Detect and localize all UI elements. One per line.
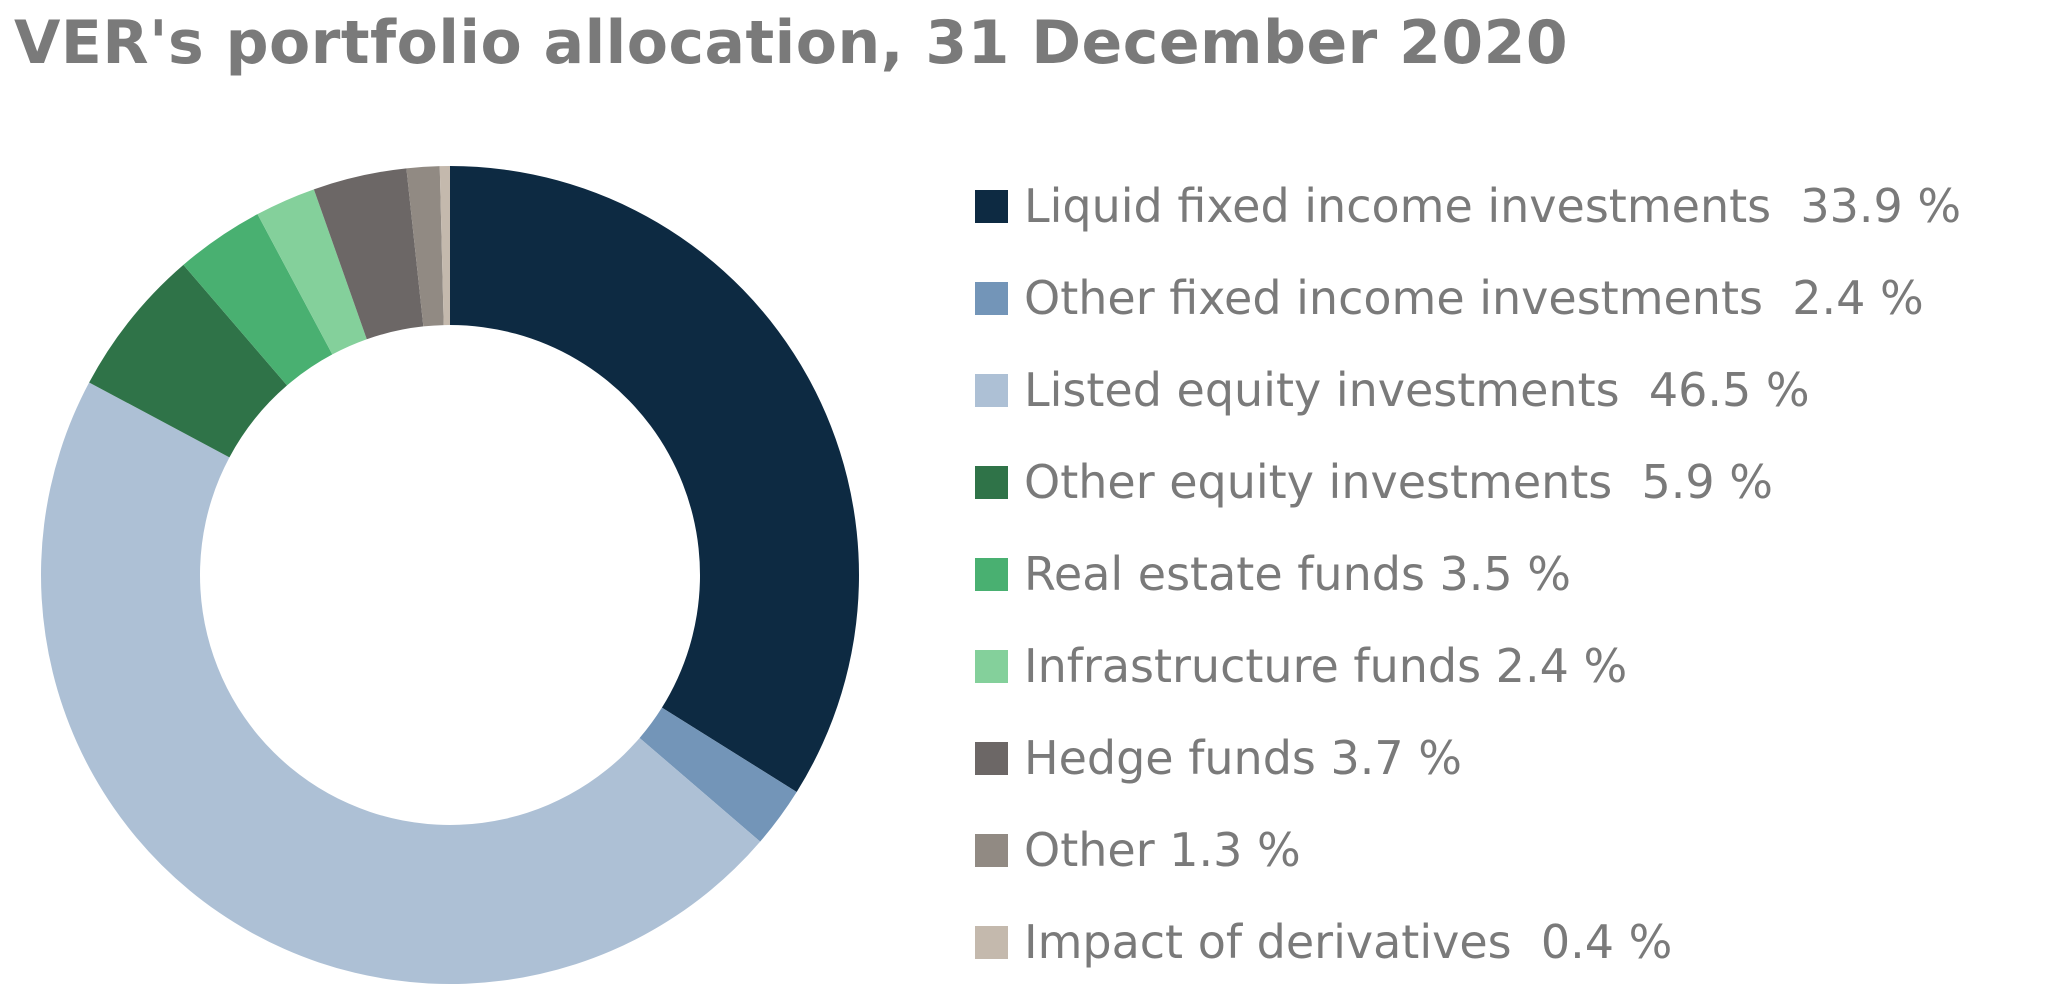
slice-infrastructure-funds xyxy=(257,189,367,355)
legend-swatch xyxy=(975,741,1008,775)
legend-label: Hedge funds 3.7 % xyxy=(1024,731,1462,785)
slice-liquid-fixed-income-investments xyxy=(450,166,859,792)
legend-label: Infrastructure funds 2.4 % xyxy=(1024,639,1628,693)
slice-hedge-funds xyxy=(313,168,424,340)
slice-other-equity-investments xyxy=(89,264,288,458)
legend-label: Impact of derivatives 0.4 % xyxy=(1024,915,1673,969)
legend-swatch xyxy=(975,925,1008,959)
legend-item-real-estate-funds: Real estate funds 3.5 % xyxy=(975,528,1961,620)
legend-swatch xyxy=(975,465,1008,499)
legend-swatch xyxy=(975,833,1008,867)
legend-label: Liquid fixed income investments 33.9 % xyxy=(1024,179,1962,233)
legend-item-listed-equity-investments: Listed equity investments 46.5 % xyxy=(975,344,1961,436)
legend-swatch xyxy=(975,649,1008,683)
legend-item-liquid-fixed-income-investments: Liquid fixed income investments 33.9 % xyxy=(975,160,1961,252)
legend-item-other-fixed-income-investments: Other fixed income investments 2.4 % xyxy=(975,252,1961,344)
chart-legend: Liquid fixed income investments 33.9 % Ot… xyxy=(975,160,1961,988)
legend-swatch xyxy=(975,189,1008,223)
legend-label: Other fixed income investments 2.4 % xyxy=(1024,271,1924,325)
legend-label: Other 1.3 % xyxy=(1024,823,1301,877)
legend-swatch xyxy=(975,373,1008,407)
donut-slices xyxy=(40,166,859,985)
legend-item-other: Other 1.3 % xyxy=(975,804,1961,896)
legend-label: Real estate funds 3.5 % xyxy=(1024,547,1572,601)
legend-label: Listed equity investments 46.5 % xyxy=(1024,363,1810,417)
legend-label: Other equity investments 5.9 % xyxy=(1024,455,1774,509)
chart-title: VER's portfolio allocation, 31 December … xyxy=(14,8,1569,78)
legend-item-other-equity-investments: Other equity investments 5.9 % xyxy=(975,436,1961,528)
legend-swatch xyxy=(975,557,1008,591)
slice-other-fixed-income-investments xyxy=(639,707,797,842)
legend-item-impact-of-derivatives: Impact of derivatives 0.4 % xyxy=(975,896,1961,988)
donut-chart xyxy=(40,166,859,985)
slice-other xyxy=(406,166,444,327)
legend-swatch xyxy=(975,281,1008,315)
slice-impact-of-derivatives xyxy=(439,166,450,326)
slice-listed-equity-investments xyxy=(40,382,761,985)
legend-item-hedge-funds: Hedge funds 3.7 % xyxy=(975,712,1961,804)
slice-real-estate-funds xyxy=(183,214,333,386)
legend-item-infrastructure-funds: Infrastructure funds 2.4 % xyxy=(975,620,1961,712)
